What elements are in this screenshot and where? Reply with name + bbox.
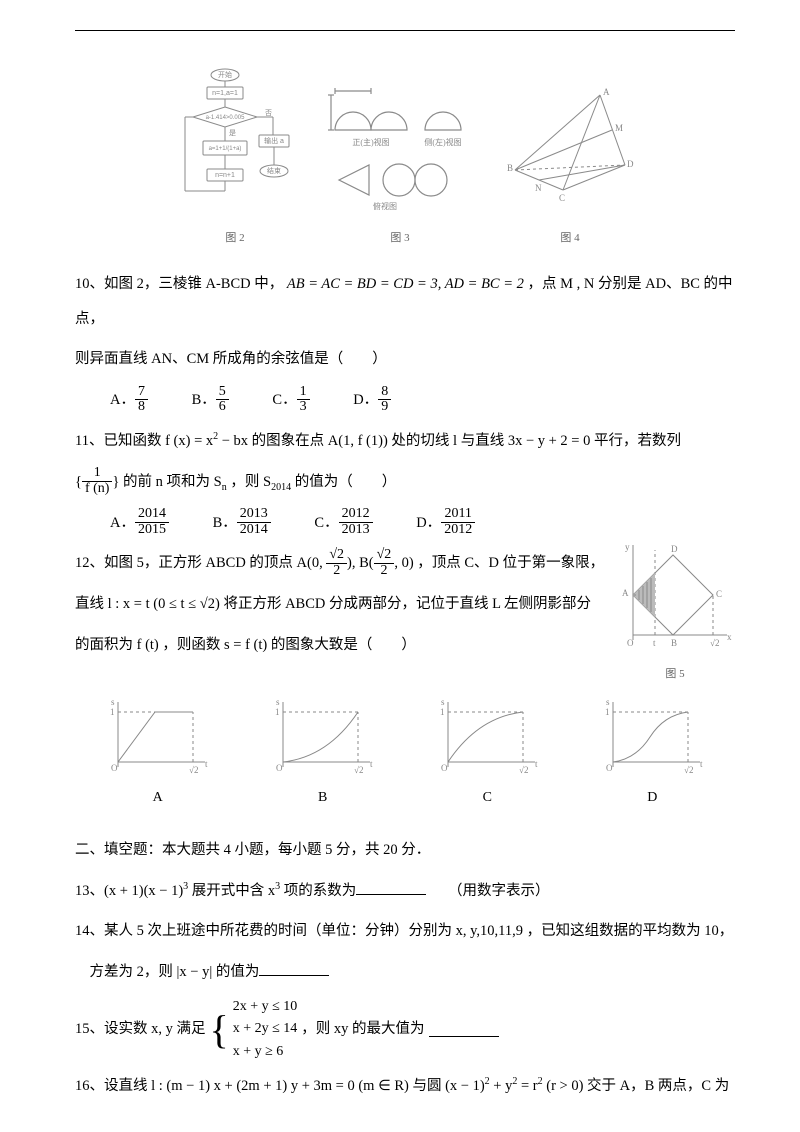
- svg-text:D: D: [671, 544, 678, 554]
- figure-5-label: 图 5: [615, 661, 735, 687]
- figure-2: 开始 n=1,a=1 a-1.414>0.005 否 是 输出 a 结束: [175, 65, 295, 252]
- svg-text:1: 1: [440, 707, 445, 717]
- svg-text:结束: 结束: [267, 166, 281, 175]
- svg-text:1: 1: [605, 707, 610, 717]
- svg-text:t: t: [535, 759, 538, 769]
- figure-3: 正(主)视图 侧(左)视图 俯视图 图 3: [325, 85, 475, 252]
- figure-4-label: 图 4: [505, 225, 635, 251]
- svg-text:俯视图: 俯视图: [373, 201, 397, 211]
- q12-option-labels: ABCD: [75, 781, 735, 815]
- question-15: 15、设实数 x, y 满足 { 2x + y ≤ 10 x + 2y ≤ 14…: [75, 996, 735, 1063]
- q10-options: A．78 B．56 C．13 D．89: [110, 383, 735, 418]
- q11-options: A．20142015 B．20132014 C．20122013 D．20112…: [110, 506, 735, 541]
- question-11: 11、已知函数 f (x) = x2 − bx 的图象在点 A(1, f (1)…: [75, 424, 735, 459]
- svg-text:s: s: [606, 697, 610, 707]
- svg-text:O: O: [606, 763, 613, 773]
- q12-option-graphs: O 1 √2 t s O 1 √2 t s O 1 √2 t s: [75, 697, 735, 777]
- svg-text:O: O: [627, 638, 634, 648]
- svg-text:D: D: [627, 159, 634, 169]
- svg-text:O: O: [276, 763, 283, 773]
- svg-text:n=n+1: n=n+1: [215, 172, 235, 179]
- svg-text:是: 是: [229, 129, 236, 137]
- svg-text:1: 1: [275, 707, 280, 717]
- svg-text:O: O: [441, 763, 448, 773]
- svg-text:1: 1: [110, 707, 115, 717]
- svg-text:s: s: [441, 697, 445, 707]
- q10-text-a: 10、如图 2，三棱锥 A-BCD 中，: [75, 276, 287, 292]
- svg-text:t: t: [370, 759, 373, 769]
- svg-text:C: C: [716, 589, 722, 599]
- question-10: 10、如图 2，三棱锥 A-BCD 中， AB = AC = BD = CD =…: [75, 267, 735, 337]
- q10-eq: AB = AC = BD = CD = 3, AD = BC = 2: [287, 276, 524, 292]
- svg-text:侧(左)视图: 侧(左)视图: [424, 137, 461, 147]
- svg-text:a-1.414>0.005: a-1.414>0.005: [206, 115, 246, 121]
- q12-graph-c: O 1 √2 t s: [433, 697, 543, 777]
- svg-text:t: t: [653, 638, 656, 648]
- blank-15: [429, 1022, 499, 1037]
- svg-text:t: t: [205, 759, 208, 769]
- svg-text:输出 a: 输出 a: [264, 136, 284, 145]
- svg-text:n=1,a=1: n=1,a=1: [212, 90, 238, 97]
- svg-text:t: t: [700, 759, 703, 769]
- section-2-title: 二、填空题：本大题共 4 小题，每小题 5 分，共 20 分．: [75, 833, 735, 868]
- svg-text:A: A: [603, 87, 610, 97]
- svg-text:A: A: [622, 588, 629, 598]
- svg-text:√2: √2: [189, 765, 198, 775]
- question-10-line2: 则异面直线 AN、CM 所成角的余弦值是（ ）: [75, 342, 735, 377]
- svg-text:√2: √2: [710, 638, 719, 648]
- figure-4: A M B N C D 图 4: [505, 85, 635, 252]
- svg-text:开始: 开始: [218, 70, 232, 79]
- question-14-l1: 14、某人 5 次上班途中所花费的时间（单位：分钟）分别为 x, y,10,11…: [75, 914, 735, 949]
- figure-2-label: 图 2: [175, 225, 295, 251]
- svg-text:B: B: [507, 163, 513, 173]
- svg-text:C: C: [559, 193, 565, 203]
- svg-text:M: M: [615, 123, 623, 133]
- figure-5: A D C B O t √2 x y 图 5: [615, 540, 735, 687]
- svg-text:√2: √2: [519, 765, 528, 775]
- question-14-l2: 方差为 2，则 |x − y| 的值为: [75, 955, 735, 990]
- top-figures: 开始 n=1,a=1 a-1.414>0.005 否 是 输出 a 结束: [75, 65, 735, 252]
- q12-graph-b: O 1 √2 t s: [268, 697, 378, 777]
- svg-text:O: O: [111, 763, 118, 773]
- q12-graph-a: O 1 √2 t s: [103, 697, 213, 777]
- svg-text:B: B: [671, 638, 677, 648]
- svg-text:y: y: [625, 542, 630, 552]
- blank-14: [259, 961, 329, 976]
- question-13: 13、(x + 1)(x − 1)3 展开式中含 x3 项的系数为 （用数字表示…: [75, 874, 735, 909]
- q12-graph-d: O 1 √2 t s: [598, 697, 708, 777]
- svg-text:√2: √2: [684, 765, 693, 775]
- svg-text:s: s: [276, 697, 280, 707]
- svg-text:否: 否: [265, 109, 272, 117]
- svg-text:a=1+1/(1+a): a=1+1/(1+a): [209, 146, 242, 152]
- svg-text:√2: √2: [354, 765, 363, 775]
- svg-text:N: N: [535, 183, 542, 193]
- blank-13: [356, 880, 426, 895]
- figure-3-label: 图 3: [325, 225, 475, 251]
- svg-text:x: x: [727, 632, 732, 642]
- svg-text:正(主)视图: 正(主)视图: [352, 137, 389, 147]
- question-16: 16、设直线 l : (m − 1) x + (2m + 1) y + 3m =…: [75, 1069, 735, 1104]
- svg-text:s: s: [111, 697, 115, 707]
- question-11-line2: {1f (n)} 的前 n 项和为 Sn ，则 S2014 的值为（ ）: [75, 465, 735, 500]
